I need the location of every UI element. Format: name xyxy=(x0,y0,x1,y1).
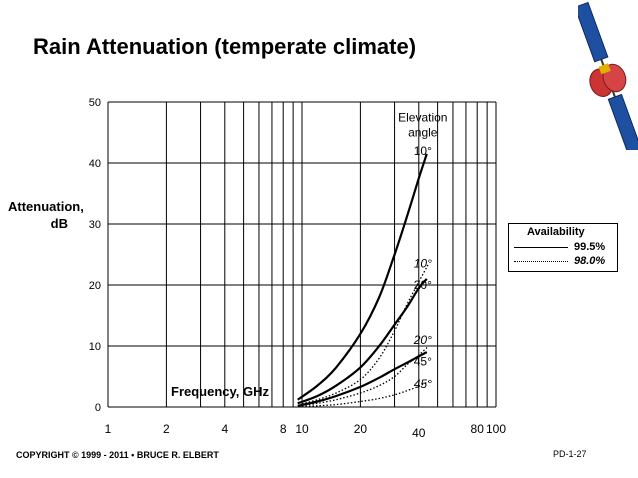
annotations: Elevation angle 10° 10° 20° 20° 45° 45° xyxy=(398,110,447,391)
x-tick-label: 80 xyxy=(471,422,485,436)
series-line xyxy=(297,278,428,405)
x-tick-label: 4 xyxy=(221,422,228,436)
legend-label-98-0: 98.0% xyxy=(574,255,606,267)
series-line xyxy=(301,345,430,407)
legend-entry-solid: 99.5% xyxy=(514,241,614,255)
x-tick-label: 1 xyxy=(105,422,112,436)
annotation-label: 45° xyxy=(414,354,432,368)
series-line xyxy=(297,153,428,401)
x-axis-label: Frequency, GHz xyxy=(171,384,270,399)
axis-ticks: 0 10 20 30 40 50 1 2 4 8 10 20 40 80 100 xyxy=(89,97,507,440)
x-tick-label: 100 xyxy=(486,422,506,436)
legend-title: Availability xyxy=(527,226,585,238)
x-tick-label: 40 xyxy=(412,426,426,440)
y-tick-label: 10 xyxy=(89,341,101,353)
copyright-footer: COPYRIGHT © 1999 - 2011 • BRUCE R. ELBER… xyxy=(16,450,219,460)
y-tick-label: 20 xyxy=(89,280,101,292)
annotation-label: 20° xyxy=(413,333,432,347)
annotation-label: angle xyxy=(408,126,438,140)
legend-entry-dotted: 98.0% xyxy=(514,255,614,269)
x-tick-label: 2 xyxy=(163,422,170,436)
series-line xyxy=(297,351,428,407)
grid xyxy=(107,101,497,408)
page-code: PD-1-27 xyxy=(553,449,587,459)
y-tick-label: 50 xyxy=(89,97,101,109)
x-tick-label: 20 xyxy=(354,422,368,436)
annotation-label: 10° xyxy=(414,144,432,158)
y-tick-label: 0 xyxy=(95,402,101,414)
annotation-label: 20° xyxy=(414,278,432,292)
annotation-label: 10° xyxy=(414,257,432,271)
x-tick-label: 8 xyxy=(280,422,287,436)
legend-label-99-5: 99.5% xyxy=(574,241,606,253)
satellite-icon xyxy=(578,1,638,150)
series-line xyxy=(301,380,429,408)
series-line xyxy=(301,263,430,405)
series-lines xyxy=(297,153,430,408)
y-axis-label: Attenuation, dB xyxy=(8,199,84,231)
annotation-label: Elevation xyxy=(398,110,447,124)
annotation-label: 45° xyxy=(414,377,432,391)
slide-title: Rain Attenuation (temperate climate) xyxy=(33,34,417,59)
y-tick-label: 40 xyxy=(89,158,101,170)
legend: Availability 99.5% 98.0% xyxy=(508,223,618,272)
x-tick-label: 10 xyxy=(295,422,309,436)
y-tick-label: 30 xyxy=(89,219,101,231)
